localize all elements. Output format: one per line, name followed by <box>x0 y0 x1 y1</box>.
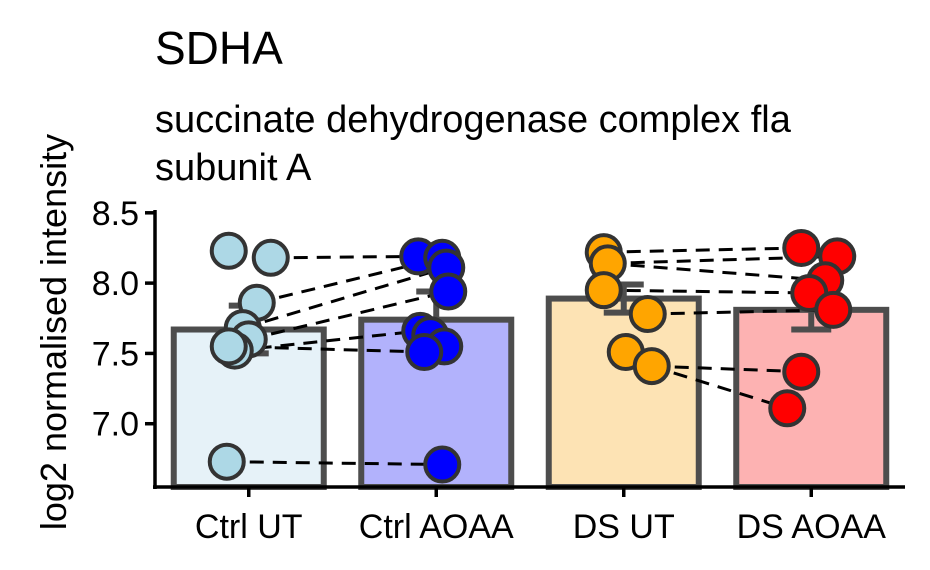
pair-line <box>603 288 810 295</box>
y-tick-label: 7.0 <box>92 406 139 444</box>
data-point <box>782 352 821 391</box>
data-point <box>814 290 853 329</box>
data-point <box>209 327 248 366</box>
data-point <box>628 295 667 334</box>
x-tick-label: Ctrl AOAA <box>359 508 514 546</box>
data-point <box>429 272 468 311</box>
pair-line <box>603 246 802 254</box>
data-point <box>423 445 462 484</box>
chart-subtitle-line-1: succinate dehydrogenase complex fla <box>155 99 792 141</box>
x-tick-label: DS UT <box>573 508 675 546</box>
y-tick-label: 8.0 <box>92 265 139 303</box>
y-tick-label: 7.5 <box>92 335 139 373</box>
pair-line <box>647 308 834 316</box>
points-layer <box>207 228 857 484</box>
x-tick-label: Ctrl UT <box>195 508 303 546</box>
pair-line <box>607 261 826 282</box>
pair-line <box>651 364 788 410</box>
data-point <box>405 333 444 372</box>
data-point <box>584 271 623 310</box>
pair-line <box>242 266 447 330</box>
data-point <box>251 238 290 277</box>
data-point <box>209 231 248 270</box>
pair-line <box>270 254 419 260</box>
chart-subtitle-line-2: subunit A <box>155 147 312 189</box>
pair-line <box>651 364 802 374</box>
y-axis-label: log2 normalised intensity <box>33 134 74 530</box>
data-point <box>632 347 671 386</box>
bar-ds-ut <box>545 295 702 491</box>
x-tick-label: DS AOAA <box>737 508 887 546</box>
pair-line <box>226 460 443 467</box>
y-tick-label: 8.5 <box>92 195 139 233</box>
bar-ds-aoaa <box>733 306 890 490</box>
pair-line <box>248 290 449 341</box>
pair-line <box>256 256 443 305</box>
chart-title: SDHA <box>155 22 283 74</box>
data-point <box>782 228 821 267</box>
axes-layer: 7.0 7.5 8.0 8.5 Ctrl UT Ctrl AOAA DS UT DS AOAA <box>92 195 905 546</box>
data-point <box>768 389 807 428</box>
data-point <box>207 442 246 481</box>
